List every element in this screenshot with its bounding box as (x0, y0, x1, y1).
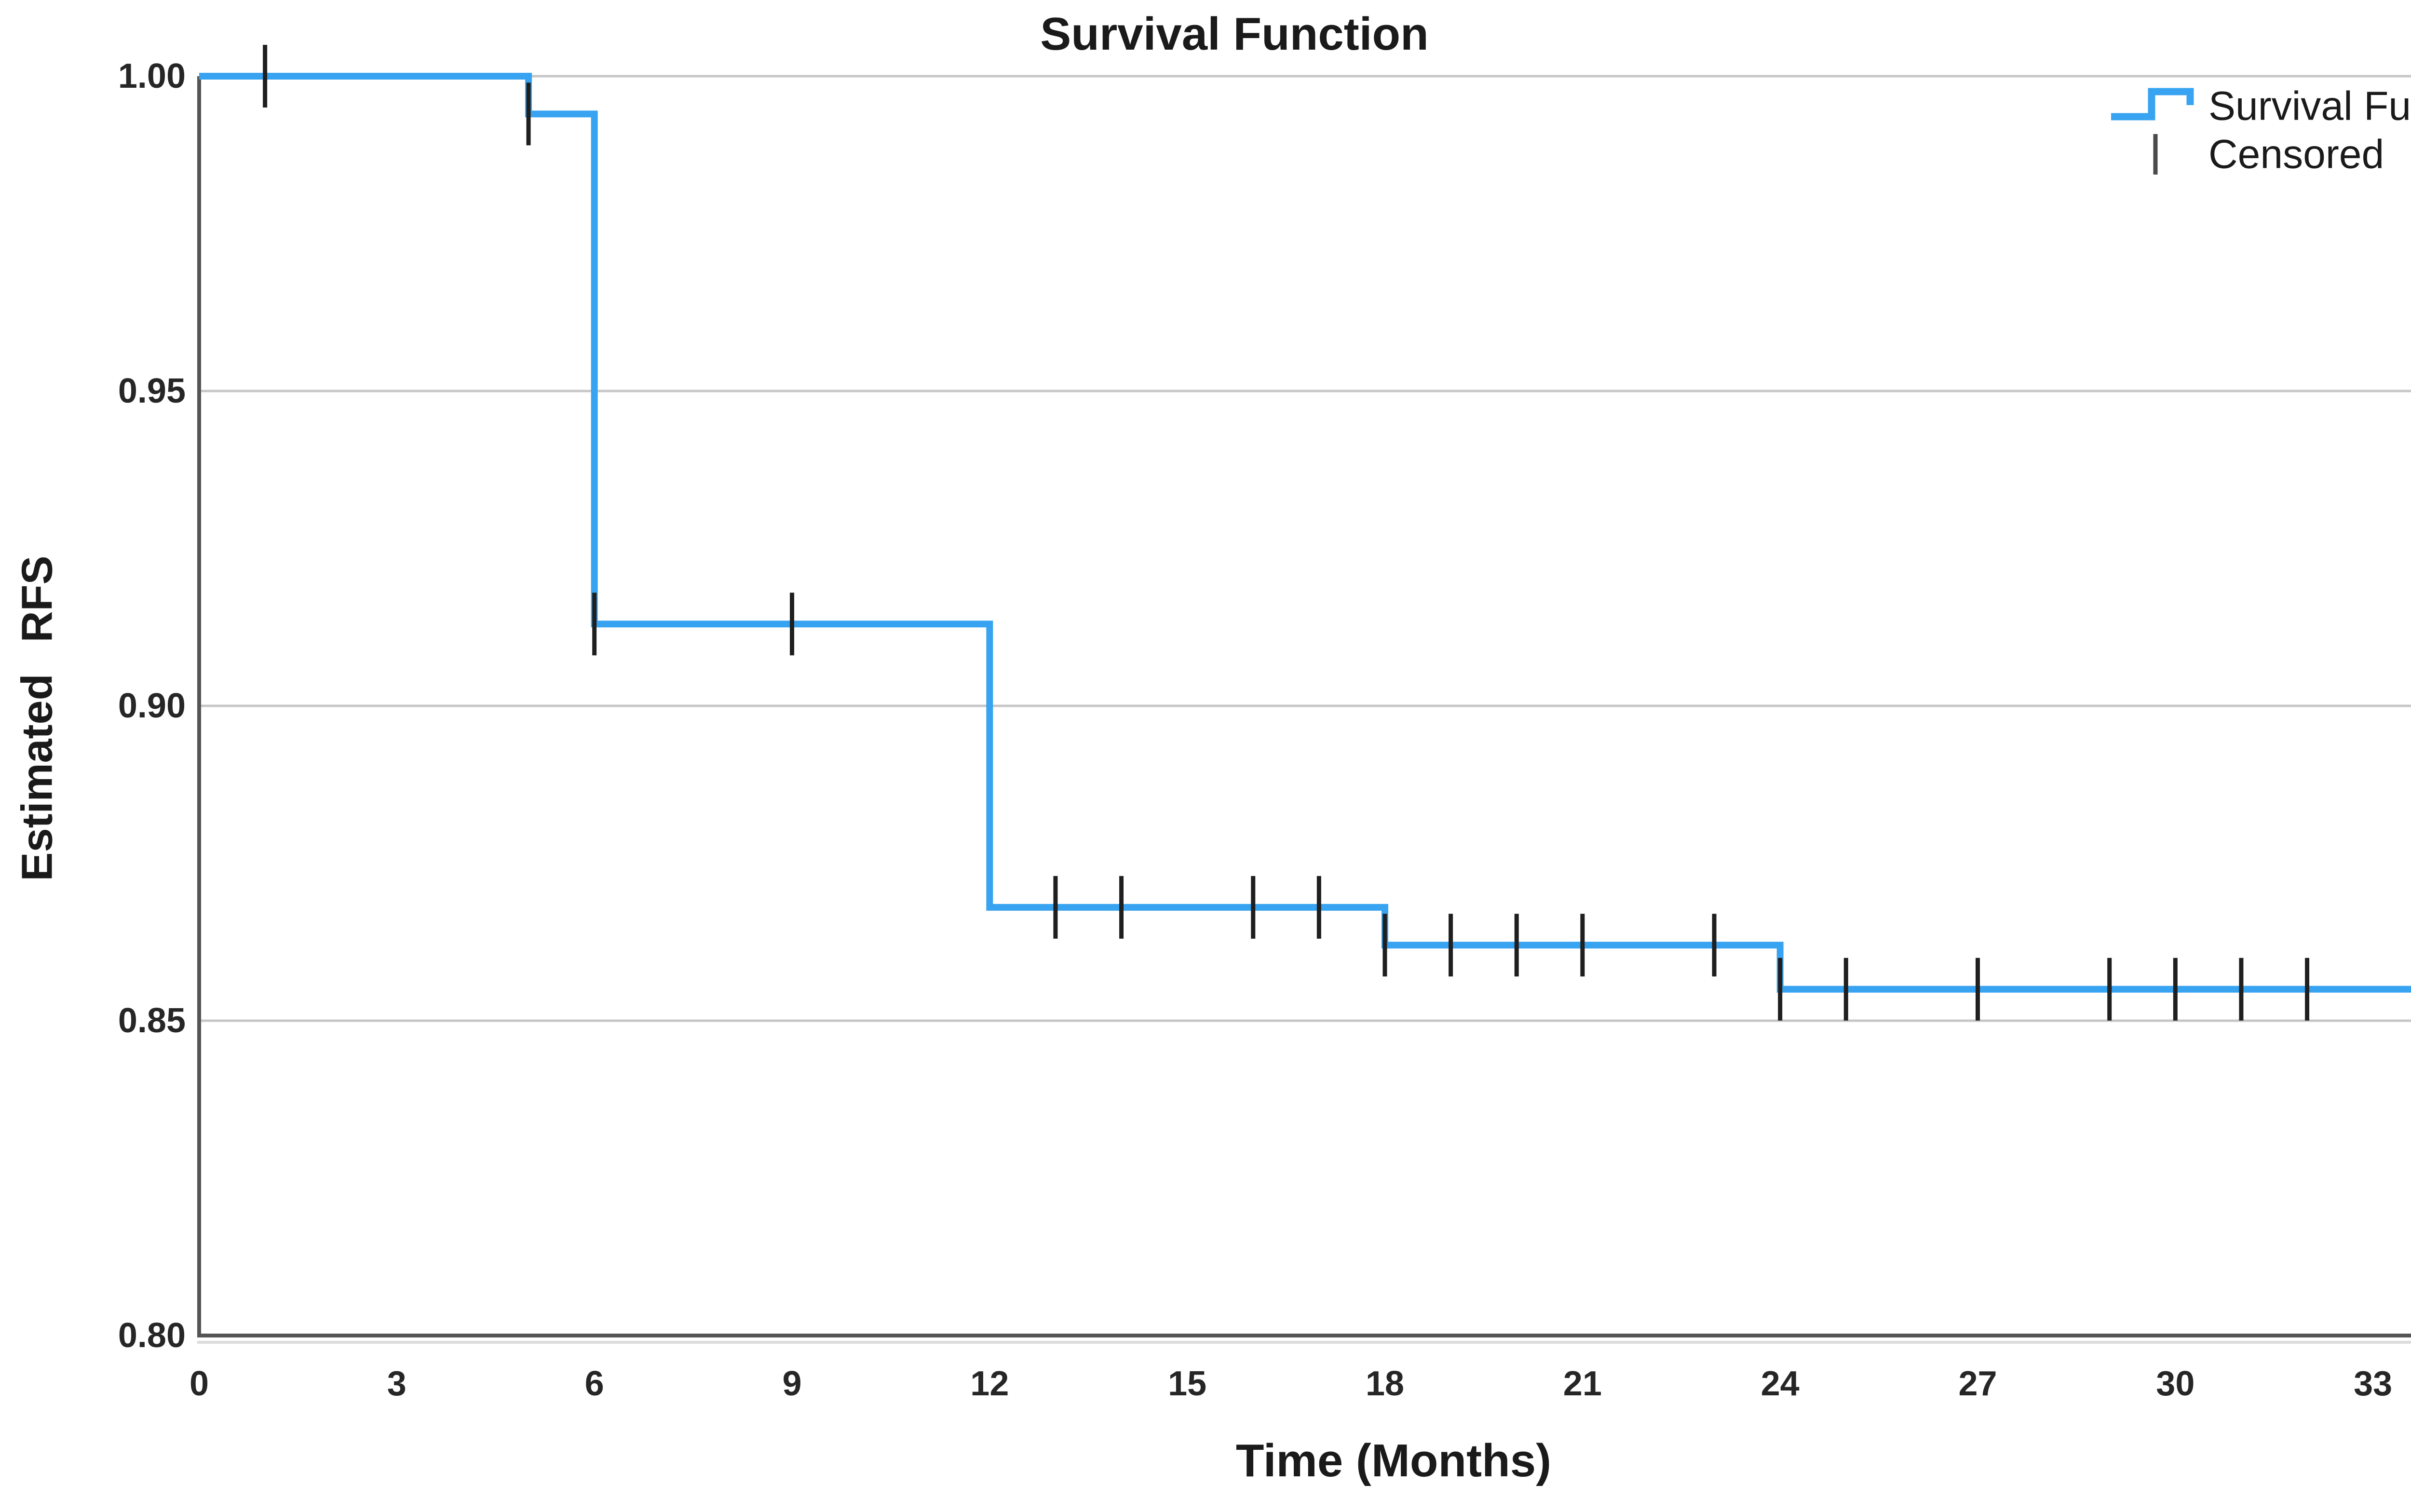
survival-step-line-icon (2111, 88, 2194, 121)
y-tick-label-0.95: 0.95 (118, 372, 186, 410)
x-tick-label-15: 15 (1168, 1364, 1207, 1403)
x-tick-label-21: 21 (1563, 1364, 1602, 1403)
legend-row-survival: Survival Function (2107, 82, 2411, 130)
chart-title: Survival Function (1040, 8, 1429, 60)
x-tick-label-0: 0 (189, 1364, 209, 1403)
legend: Survival Function Censored (2107, 82, 2411, 178)
legend-label-survival: Survival Function (2208, 83, 2411, 129)
x-tick-label-18: 18 (1365, 1364, 1405, 1403)
y-tick-label-0.85: 0.85 (118, 1001, 186, 1040)
x-tick-label-12: 12 (970, 1364, 1009, 1403)
x-axis-title: Time (Months) (1235, 1435, 1552, 1486)
x-tick-label-33: 33 (2354, 1364, 2393, 1403)
x-tick-label-30: 30 (2156, 1364, 2195, 1403)
x-tick-label-6: 6 (584, 1364, 604, 1403)
legend-label-censored: Censored (2208, 131, 2384, 177)
legend-row-censored: Censored (2107, 130, 2411, 178)
survival-curve (199, 73, 2411, 993)
x-tick-label-27: 27 (1958, 1364, 1997, 1403)
x-tick-label-3: 3 (387, 1364, 406, 1403)
x-tick-label-9: 9 (782, 1364, 802, 1403)
x-tick-label-24: 24 (1761, 1364, 1800, 1403)
y-tick-label-1.00: 1.00 (118, 57, 186, 95)
y-tick-label-0.80: 0.80 (118, 1316, 186, 1355)
censored-tick-icon (2153, 134, 2158, 175)
y-tick-label-0.90: 0.90 (118, 687, 186, 725)
